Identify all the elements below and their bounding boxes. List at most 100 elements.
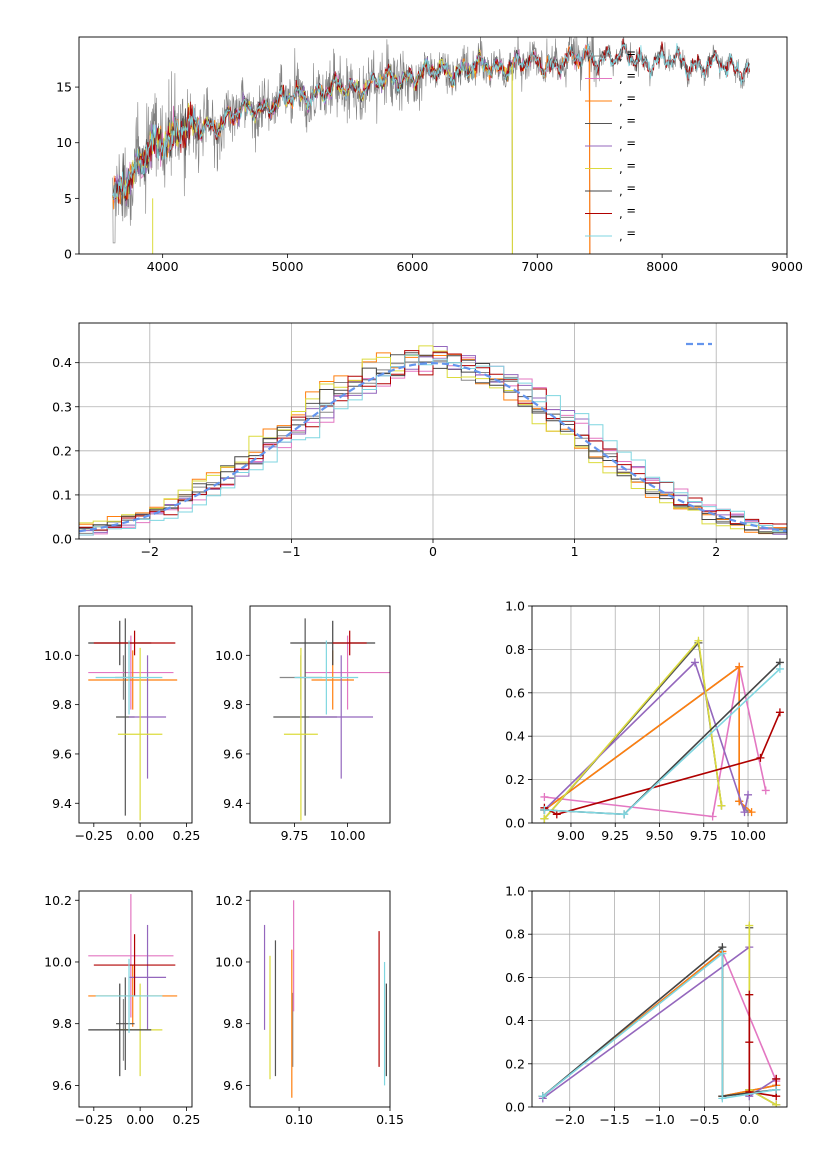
weight-marker <box>694 636 703 645</box>
plot-area-age_vs_mass <box>273 618 390 821</box>
axes-frame <box>78 890 193 1108</box>
legend-entry-sep: , <box>619 139 626 153</box>
legend-entry-sep: , <box>619 49 626 63</box>
histogram-series <box>79 345 787 534</box>
panel-age_vs_z: −0.25 0.00 0.25 9.4 9.6 9.8 10.0 <box>44 605 201 843</box>
y-tick-label: 9.4 <box>52 796 72 811</box>
weight-marker <box>740 808 749 817</box>
x-tick-label: −0.5 <box>689 1112 719 1127</box>
y-tick-label: 9.8 <box>52 1016 72 1031</box>
panel-mass_vs_z: −0.25 0.00 0.25 9.6 9.8 10.0 10.2 <box>44 890 201 1127</box>
x-tick-label: 10.00 <box>730 828 766 843</box>
axes-frame <box>249 890 391 1108</box>
weight-marker <box>775 664 784 673</box>
weight-marker <box>708 812 717 821</box>
weight-marker <box>745 990 754 999</box>
axes-frame <box>78 605 193 824</box>
y-tick-label: 9.6 <box>52 1078 72 1093</box>
x-tick-label: −2.0 <box>555 1112 585 1127</box>
panel-age_vs_mass: 9.75 10.00 9.4 9.6 9.8 10.0 <box>215 605 391 843</box>
legend-entry-sep: , <box>619 229 626 243</box>
axes-frame <box>531 605 788 824</box>
x-tick-label: 9.75 <box>690 828 718 843</box>
y-tick-label: 10.0 <box>44 954 72 969</box>
model-line <box>112 42 750 202</box>
x-tick-label: 7000 <box>521 259 553 274</box>
legend: , =, =, =, =, =, =, =, =, = <box>585 46 636 243</box>
legend-entry-eq: = <box>626 159 636 173</box>
weight-marker <box>540 814 549 823</box>
x-tick-label: 9.25 <box>601 828 629 843</box>
x-tick-label: −1.5 <box>599 1112 629 1127</box>
x-tick-label: 0.25 <box>173 1112 201 1127</box>
x-tick-label: 1 <box>571 544 579 559</box>
y-tick-label: 9.6 <box>223 1078 243 1093</box>
x-tick-label: 0.25 <box>173 828 201 843</box>
legend-entry: , = <box>619 69 636 86</box>
x-tick-label: 9.75 <box>281 828 309 843</box>
y-tick-label: 0.2 <box>52 443 72 458</box>
legend-entry-sep: , <box>619 72 626 86</box>
x-tick-label: −1.0 <box>644 1112 674 1127</box>
x-tick-label: 4000 <box>147 259 179 274</box>
x-tick-label: 2 <box>712 544 720 559</box>
x-tick-label: 6000 <box>396 259 428 274</box>
weight-marker <box>620 810 629 819</box>
x-tick-label: 9.00 <box>557 828 585 843</box>
legend-entry-eq: = <box>626 114 636 128</box>
weight-marker <box>775 708 784 717</box>
y-tick-label: 9.8 <box>223 697 243 712</box>
legend-entry-sep: , <box>619 94 626 108</box>
weight-marker <box>747 808 756 817</box>
weight-marker <box>717 801 726 810</box>
legend-entry-eq: = <box>626 204 636 218</box>
weight-line <box>544 666 767 818</box>
y-tick-label: 1.0 <box>505 884 525 899</box>
y-tick-label: 0.1 <box>52 487 72 502</box>
y-tick-label: 10.0 <box>44 648 72 663</box>
x-tick-label: −2 <box>141 544 159 559</box>
legend-entry-eq: = <box>626 91 636 105</box>
x-tick-label: 0.10 <box>285 1112 313 1127</box>
legend-entry-eq: = <box>626 181 636 195</box>
y-tick-label: 0 <box>64 247 72 262</box>
y-tick-label: 0.2 <box>505 1056 525 1071</box>
axes-frame <box>78 36 788 255</box>
weight-marker <box>745 921 754 930</box>
weight-marker <box>756 753 765 762</box>
x-tick-label: 0.00 <box>126 1112 154 1127</box>
y-tick-label: 9.6 <box>223 746 243 761</box>
x-tick-label: −0.25 <box>75 1112 113 1127</box>
axes-frame <box>531 890 788 1108</box>
y-tick-label: 0.6 <box>505 970 525 985</box>
weight-marker <box>735 662 744 671</box>
weight-marker <box>690 658 699 667</box>
y-tick-label: 0.8 <box>505 642 525 657</box>
weight-marker <box>772 1085 781 1094</box>
y-tick-label: 10.2 <box>215 893 243 908</box>
x-tick-label: 0.00 <box>126 828 154 843</box>
x-tick-label: 0.15 <box>376 1112 404 1127</box>
legend-entry-sep: , <box>619 207 626 221</box>
histogram-series <box>79 354 787 536</box>
legend-entry-sep: , <box>619 117 626 131</box>
weight-line <box>544 711 781 816</box>
y-tick-label: 0.0 <box>505 816 525 831</box>
legend-entry-eq: = <box>626 69 636 83</box>
y-tick-label: 9.8 <box>223 1016 243 1031</box>
y-tick-label: 0.0 <box>52 532 72 547</box>
y-tick-label: 0.6 <box>505 685 525 700</box>
legend-entry: , = <box>619 226 636 243</box>
legend-entry: , = <box>619 159 636 176</box>
y-tick-label: 5 <box>64 191 72 206</box>
plot-area-age_vs_z <box>88 618 178 821</box>
weight-marker <box>772 1074 781 1083</box>
y-tick-label: 0.0 <box>505 1100 525 1115</box>
legend-entry-sep: , <box>619 162 626 176</box>
plot-area-weight_vs_z <box>538 921 781 1107</box>
plot-area-mass_vs_ebv <box>263 900 387 1098</box>
weight-marker <box>735 797 744 806</box>
x-tick-label: 0 <box>429 544 437 559</box>
weight-marker <box>538 1092 547 1101</box>
